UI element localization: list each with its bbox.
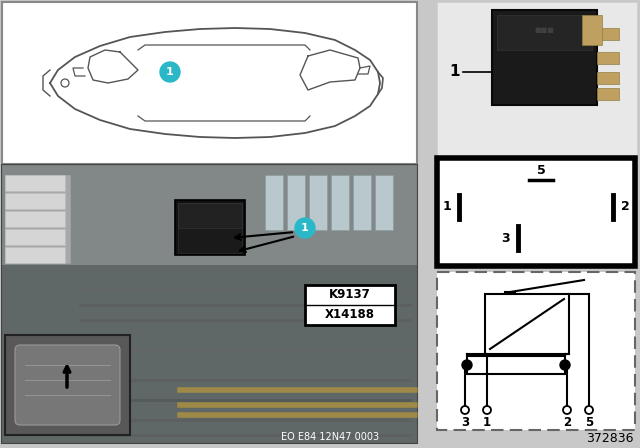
Bar xyxy=(5,335,130,435)
Text: 3: 3 xyxy=(461,415,469,428)
Text: 2: 2 xyxy=(621,201,630,214)
Bar xyxy=(485,294,569,354)
Bar xyxy=(597,72,619,84)
Bar xyxy=(5,175,70,263)
Circle shape xyxy=(160,62,180,82)
Circle shape xyxy=(585,406,593,414)
Circle shape xyxy=(461,406,469,414)
Bar xyxy=(331,175,349,230)
Text: 1: 1 xyxy=(166,67,174,77)
FancyBboxPatch shape xyxy=(15,345,120,425)
Bar xyxy=(2,2,417,164)
Bar xyxy=(597,28,619,40)
Bar xyxy=(497,15,592,50)
Bar xyxy=(375,175,393,230)
Bar xyxy=(178,203,242,228)
Text: 3: 3 xyxy=(501,232,510,245)
Text: 372836: 372836 xyxy=(586,431,634,444)
Bar xyxy=(2,265,417,443)
Bar xyxy=(5,247,65,263)
Text: 1: 1 xyxy=(301,223,309,233)
Bar xyxy=(437,2,637,157)
Bar xyxy=(597,52,619,64)
Text: K9137: K9137 xyxy=(329,289,371,302)
Bar xyxy=(5,175,65,191)
Bar xyxy=(287,175,305,230)
Bar xyxy=(178,228,242,253)
Text: 5: 5 xyxy=(536,164,545,177)
Circle shape xyxy=(563,406,571,414)
Bar xyxy=(265,175,283,230)
Circle shape xyxy=(295,218,315,238)
Bar xyxy=(5,229,65,245)
Bar xyxy=(437,272,635,430)
Text: 2: 2 xyxy=(563,415,571,428)
Bar xyxy=(309,175,327,230)
Text: EO E84 12N47 0003: EO E84 12N47 0003 xyxy=(281,432,379,442)
Bar xyxy=(2,165,417,265)
Text: 5: 5 xyxy=(585,415,593,428)
Bar xyxy=(2,165,417,443)
Bar xyxy=(467,356,565,374)
Bar xyxy=(492,10,597,105)
Bar xyxy=(5,193,65,209)
Bar xyxy=(305,285,395,325)
Circle shape xyxy=(462,360,472,370)
Bar xyxy=(175,200,245,255)
Circle shape xyxy=(560,360,570,370)
Bar xyxy=(5,211,65,227)
Bar xyxy=(597,88,619,100)
Text: ■■■: ■■■ xyxy=(534,27,554,33)
Text: X14188: X14188 xyxy=(325,309,375,322)
Bar xyxy=(582,15,602,45)
Bar xyxy=(353,175,371,230)
Bar xyxy=(437,158,635,266)
Circle shape xyxy=(483,406,491,414)
Text: 1: 1 xyxy=(450,65,460,79)
Text: 1: 1 xyxy=(483,415,491,428)
Text: 1: 1 xyxy=(442,201,451,214)
